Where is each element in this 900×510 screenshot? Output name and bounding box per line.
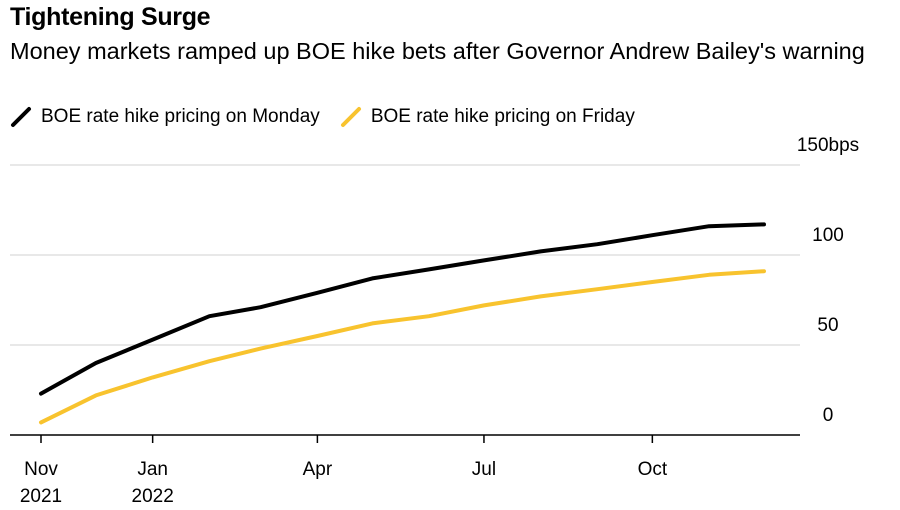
y-axis-ticks: 150bps 100 50 0 [797,135,859,426]
legend-label-monday: BOE rate hike pricing on Monday [41,106,320,127]
legend-label-friday: BOE rate hike pricing on Friday [370,106,635,127]
x-tick-sublabel: 2021 [20,486,62,507]
legend-swatch-monday [11,107,31,127]
x-tick-label: Apr [303,459,333,480]
x-axis: Nov 2021 Jan 2022 Apr Jul Oct [10,434,800,507]
chart-title: Tightening Surge [10,3,211,31]
x-tick-label: Jul [472,459,496,480]
x-tick-label: Jan [137,459,168,480]
y-tick-label: 50 [817,315,838,336]
legend-swatch-friday [340,107,361,127]
x-tick-sublabel: 2022 [132,486,174,507]
legend-item-friday: BOE rate hike pricing on Friday [340,106,635,128]
series-lines [39,222,766,425]
x-tick-label: Oct [638,459,668,480]
x-tick-label: Nov [24,459,58,480]
y-tick-label: 150bps [797,135,859,156]
legend-item-monday: BOE rate hike pricing on Monday [10,106,320,128]
chart-subtitle: Money markets ramped up BOE hike bets af… [10,38,865,64]
series-line-friday [39,269,766,425]
series-line-monday [39,222,766,396]
chart-legend: BOE rate hike pricing on Monday BOE rate… [10,106,655,128]
y-tick-label: 0 [823,405,834,426]
y-tick-label: 100 [812,225,844,246]
